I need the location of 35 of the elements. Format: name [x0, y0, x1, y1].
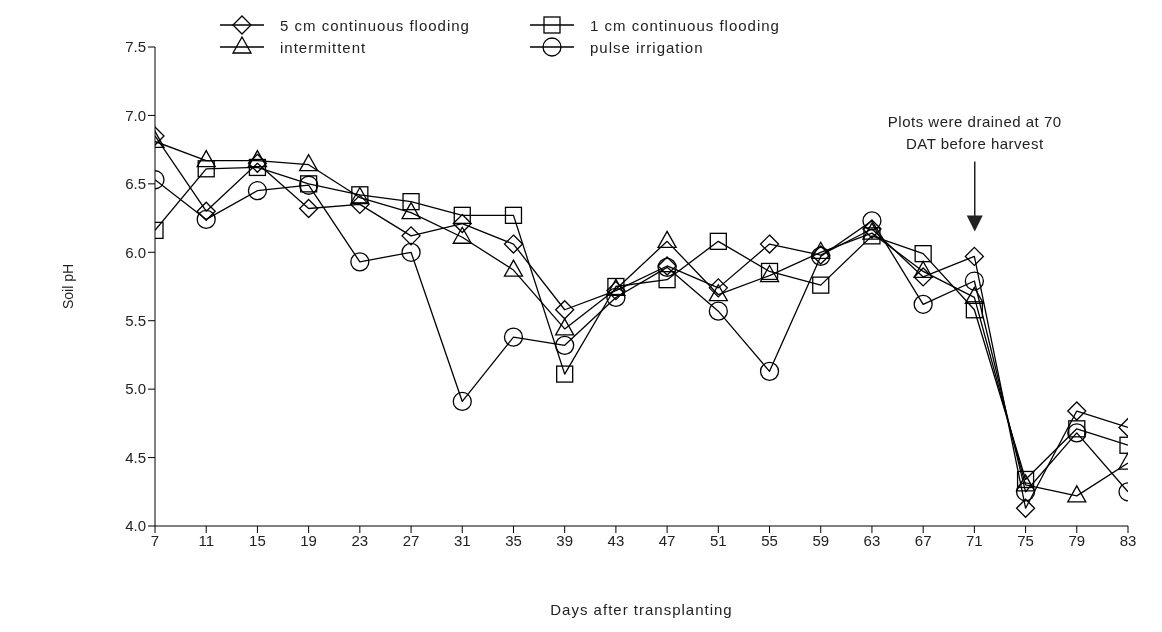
x-tick-label: 27 [402, 531, 420, 549]
x-tick-label: 43 [607, 531, 625, 549]
x-tick-label: 51 [709, 531, 727, 549]
y-tick-label: 4.5 [125, 448, 146, 466]
x-tick-label: 83 [1119, 531, 1137, 549]
x-tick-label: 59 [812, 531, 830, 549]
x-tick-label: 7 [150, 531, 160, 549]
y-tick-label: 5.0 [125, 380, 146, 398]
x-tick-label: 23 [351, 531, 369, 549]
x-tick-label: 75 [1017, 531, 1034, 549]
x-tick-label: 71 [966, 531, 983, 549]
annotation: Plots were drained at 70 DAT before harvest [887, 113, 1062, 153]
x-tick-label: 11 [198, 531, 214, 549]
x-tick-label: 79 [1068, 531, 1086, 549]
legend-label: pulse irrigation [590, 38, 704, 56]
y-tick-label: 6.5 [125, 175, 146, 193]
y-tick-label: 4.0 [125, 517, 146, 535]
x-tick-label: 55 [761, 531, 778, 549]
x-tick-label: 63 [863, 531, 881, 549]
y-tick-label: 5.5 [125, 312, 146, 330]
x-tick-label: 31 [453, 531, 471, 549]
x-tick-label: 19 [300, 531, 317, 549]
x-tick-label: 67 [914, 531, 932, 549]
legend-label: 5 cm continuous flooding [280, 16, 470, 34]
legend-label: 1 cm continuous flooding [590, 16, 780, 34]
x-tick-label: 35 [505, 531, 522, 549]
y-axis-title: Soil pH [59, 263, 76, 310]
legend-label: intermittent [280, 38, 367, 56]
y-tick-label: 7.5 [125, 38, 146, 56]
x-tick-label: 47 [658, 531, 676, 549]
x-tick-label: 39 [556, 531, 574, 549]
y-tick-label: 7.0 [125, 106, 146, 124]
x-tick-label: 15 [249, 531, 266, 549]
x-axis-title: Days after transplanting [550, 600, 733, 618]
y-tick-label: 6.0 [125, 243, 146, 261]
